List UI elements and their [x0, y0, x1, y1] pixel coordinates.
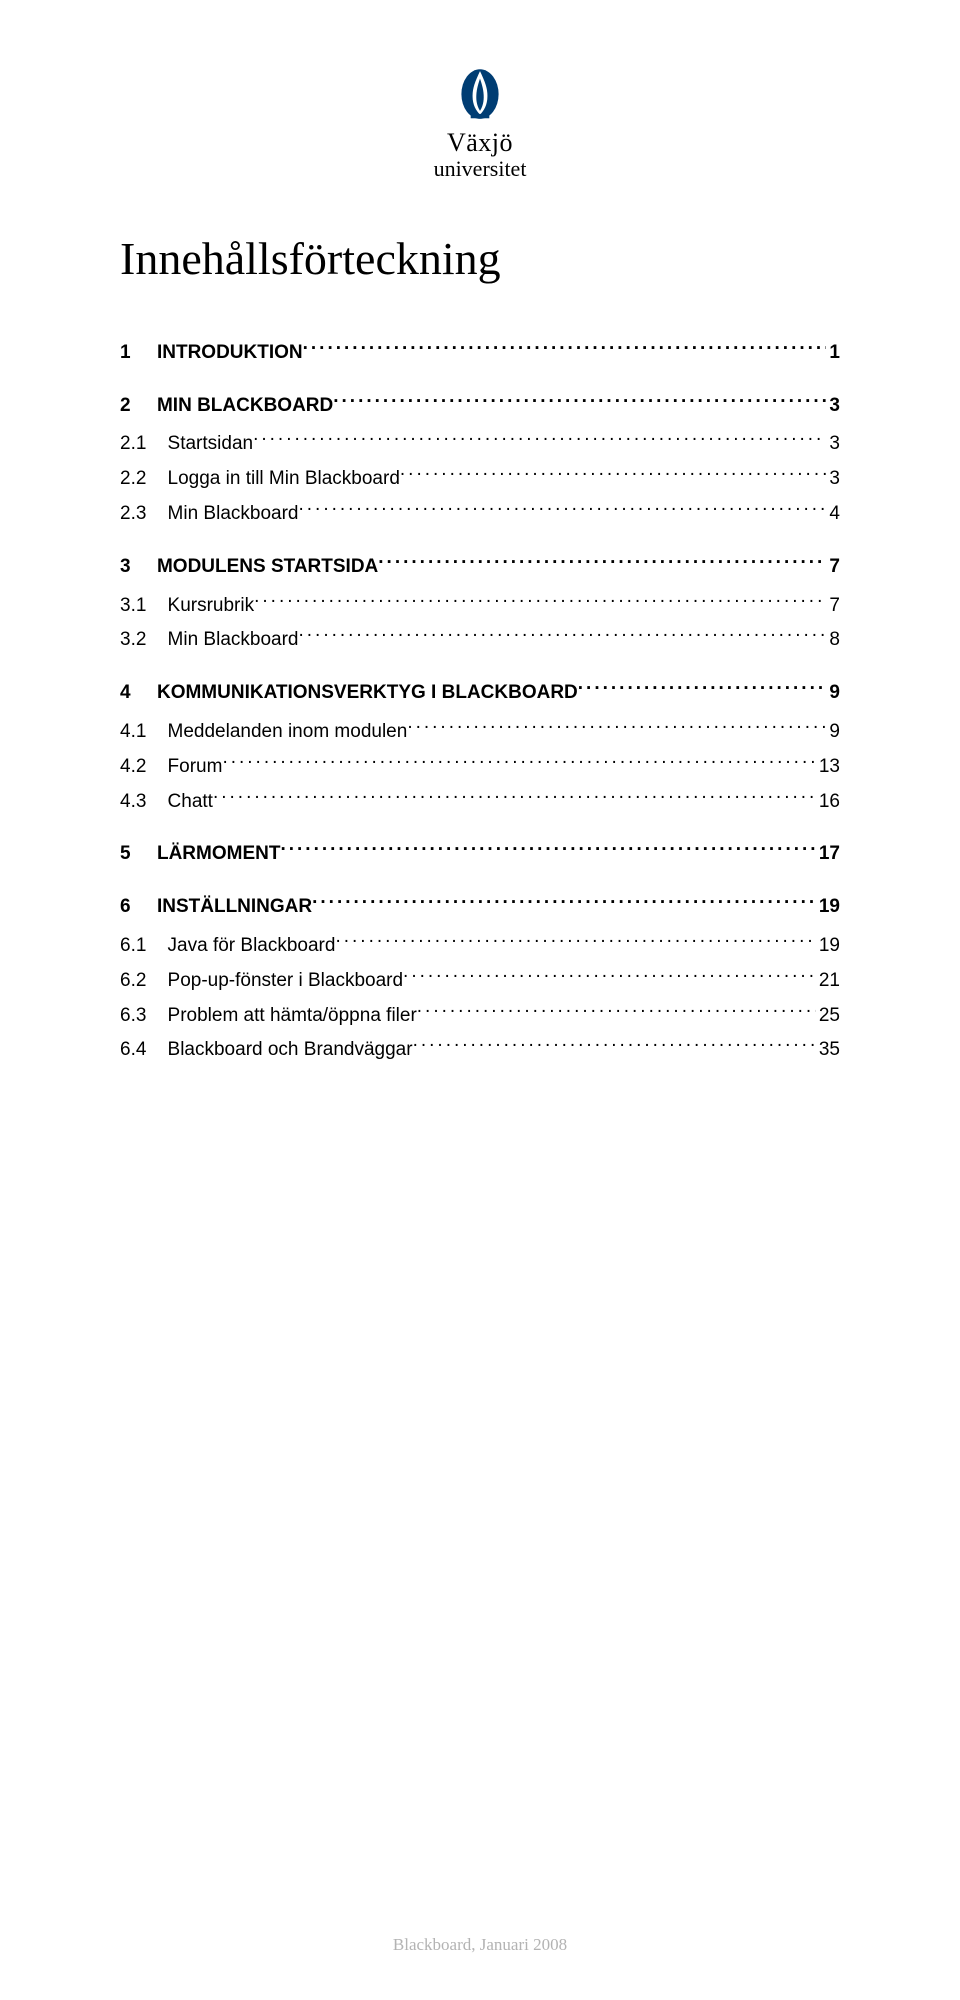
toc-leader: [333, 388, 826, 411]
toc-subsection-page: 21: [816, 970, 840, 992]
toc-leader: [417, 998, 816, 1021]
toc-section-page: 19: [816, 896, 840, 918]
toc-section: 5 LÄRMOMENT 17: [120, 837, 840, 866]
toc-section: 1 INTRODUKTION1: [120, 335, 840, 364]
table-of-contents: 1 INTRODUKTION12 MIN BLACKBOARD32.1 Star…: [120, 335, 840, 1061]
toc-section-number: 1: [120, 342, 157, 364]
toc-leader: [298, 496, 826, 519]
toc-subsection-number: 2.1: [120, 433, 168, 455]
toc-subsection-label: Chatt: [168, 791, 213, 813]
toc-subsection-label: Min Blackboard: [168, 629, 299, 651]
toc-subsection-label: Problem att hämta/öppna filer: [168, 1005, 417, 1027]
toc-subsection-number: 2.3: [120, 503, 168, 525]
toc-leader: [222, 749, 815, 772]
toc-subsection-page: 16: [816, 791, 840, 813]
toc-section-number: 3: [120, 556, 157, 578]
toc-subsection-number: 6.3: [120, 1005, 168, 1027]
toc-subsection-number: 3.2: [120, 629, 168, 651]
page: Växjö universitet Innehållsförteckning 1…: [0, 0, 960, 2000]
toc-subsection-number: 4.1: [120, 721, 168, 743]
toc-subsection-page: 35: [816, 1039, 840, 1061]
toc-leader: [403, 963, 816, 986]
toc-section-label: MIN BLACKBOARD: [157, 395, 333, 417]
toc-subsection-page: 19: [816, 935, 840, 957]
toc-section-number: 6: [120, 896, 157, 918]
toc-subsection-page: 13: [816, 756, 840, 778]
toc-leader: [578, 675, 827, 698]
toc-leader: [335, 928, 815, 951]
page-footer: Blackboard, Januari 2008: [0, 1935, 960, 1955]
toc-section: 2 MIN BLACKBOARD 3: [120, 388, 840, 417]
toc-leader: [253, 427, 826, 450]
toc-subsection: 4.1 Meddelanden inom modulen 9: [120, 714, 840, 743]
toc-section: 4 KOMMUNIKATIONSVERKTYG I BLACKBOARD 9: [120, 675, 840, 704]
toc-section-number: 5: [120, 843, 157, 865]
logo-text-line1: Växjö: [447, 128, 513, 158]
toc-subsection: 6.4 Blackboard och Brandväggar 35: [120, 1033, 840, 1062]
toc-subsection: 4.3 Chatt 16: [120, 784, 840, 813]
toc-section-label: KOMMUNIKATIONSVERKTYG I BLACKBOARD: [157, 682, 578, 704]
toc-section-page: 9: [826, 682, 840, 704]
toc-subsection-number: 6.2: [120, 970, 168, 992]
toc-subsection-number: 2.2: [120, 468, 168, 490]
toc-leader: [400, 461, 827, 484]
toc-subsection-label: Blackboard och Brandväggar: [168, 1039, 413, 1061]
toc-subsection: 6.1 Java för Blackboard 19: [120, 928, 840, 957]
toc-subsection-number: 4.3: [120, 791, 168, 813]
toc-subsection-page: 4: [826, 503, 840, 525]
toc-subsection-label: Forum: [168, 756, 223, 778]
toc-subsection: 3.1 Kursrubrik 7: [120, 588, 840, 617]
toc-subsection-label: Kursrubrik: [168, 595, 255, 617]
toc-subsection-page: 8: [826, 629, 840, 651]
toc-subsection-label: Logga in till Min Blackboard: [168, 468, 400, 490]
toc-section-number: 2: [120, 395, 157, 417]
toc-subsection-label: Java för Blackboard: [168, 935, 336, 957]
toc-leader: [413, 1033, 816, 1056]
toc-leader: [378, 549, 826, 572]
toc-leader: [298, 623, 826, 646]
toc-subsection: 2.1 Startsidan 3: [120, 427, 840, 456]
toc-section-page: 17: [816, 843, 840, 865]
toc-subsection-page: 9: [826, 721, 840, 743]
toc-subsection: 6.2 Pop-up-fönster i Blackboard 21: [120, 963, 840, 992]
toc-subsection-number: 3.1: [120, 595, 168, 617]
toc-leader: [254, 588, 826, 611]
toc-section-label: INSTÄLLNINGAR: [157, 896, 312, 918]
toc-section-number: 4: [120, 682, 157, 704]
toc-subsection: 2.2 Logga in till Min Blackboard 3: [120, 461, 840, 490]
toc-leader: [312, 889, 816, 912]
toc-subsection-number: 6.1: [120, 935, 168, 957]
toc-section-label: INTRODUKTION: [157, 342, 303, 364]
toc-section-page: 1: [826, 342, 840, 364]
toc-leader: [213, 784, 816, 807]
toc-subsection: 4.2 Forum 13: [120, 749, 840, 778]
page-title: Innehållsförteckning: [120, 232, 840, 285]
toc-section-page: 3: [826, 395, 840, 417]
toc-subsection-number: 4.2: [120, 756, 168, 778]
toc-section-label: MODULENS STARTSIDA: [157, 556, 378, 578]
university-logo-icon: [449, 60, 511, 122]
toc-subsection-page: 25: [816, 1005, 840, 1027]
toc-section: 6 INSTÄLLNINGAR 19: [120, 889, 840, 918]
toc-subsection-label: Pop-up-fönster i Blackboard: [168, 970, 404, 992]
toc-leader: [407, 714, 826, 737]
toc-section-page: 7: [826, 556, 840, 578]
toc-subsection-page: 3: [826, 433, 840, 455]
logo-text-line2: universitet: [434, 156, 527, 182]
toc-subsection: 2.3 Min Blackboard 4: [120, 496, 840, 525]
toc-leader: [280, 837, 815, 860]
toc-section-label: LÄRMOMENT: [157, 843, 280, 865]
toc-subsection-number: 6.4: [120, 1039, 168, 1061]
toc-subsection-label: Meddelanden inom modulen: [168, 721, 408, 743]
toc-subsection-page: 3: [826, 468, 840, 490]
toc-subsection-label: Min Blackboard: [168, 503, 299, 525]
toc-subsection: 6.3 Problem att hämta/öppna filer 25: [120, 998, 840, 1027]
toc-subsection: 3.2 Min Blackboard 8: [120, 623, 840, 652]
toc-leader: [303, 335, 827, 358]
toc-section: 3 MODULENS STARTSIDA 7: [120, 549, 840, 578]
logo-block: Växjö universitet: [120, 60, 840, 182]
toc-subsection-page: 7: [826, 595, 840, 617]
toc-subsection-label: Startsidan: [168, 433, 254, 455]
